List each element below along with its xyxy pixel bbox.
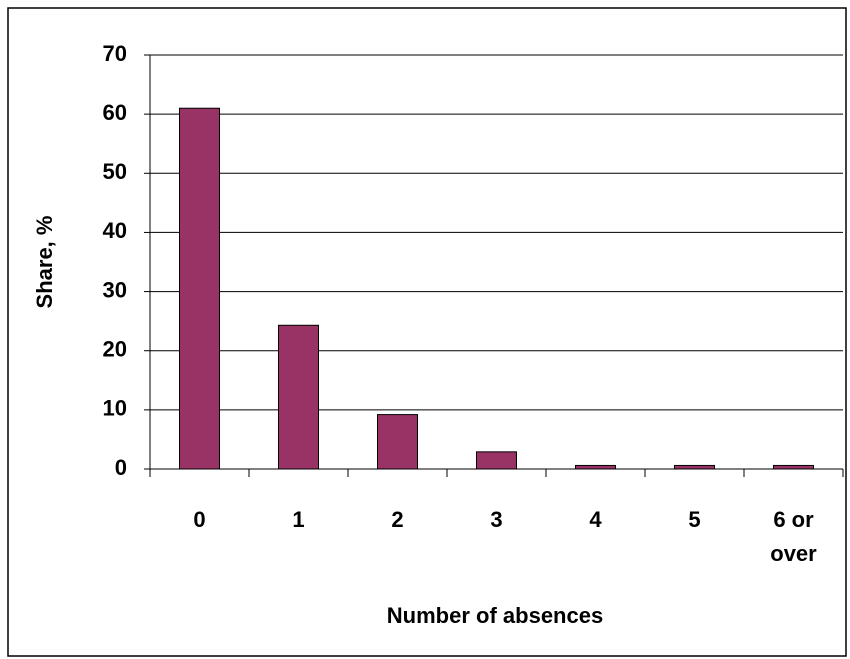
y-tick-label: 30 xyxy=(103,277,127,302)
bar xyxy=(674,464,715,470)
y-tick-label: 10 xyxy=(103,396,127,421)
x-tick-label: 6 or over xyxy=(770,507,817,566)
y-tick-label: 0 xyxy=(115,455,127,480)
bar xyxy=(575,464,616,470)
y-tick-label: 50 xyxy=(103,159,127,184)
x-tick-label: 5 xyxy=(688,507,701,532)
bar xyxy=(476,451,517,470)
bar xyxy=(278,324,319,470)
y-tick-label: 70 xyxy=(103,41,127,66)
y-tick-label: 60 xyxy=(103,100,127,125)
x-tick-label: 2 xyxy=(391,507,404,532)
x-tick-label: 4 xyxy=(589,507,602,532)
y-tick-label: 40 xyxy=(103,218,127,243)
y-tick-label: 20 xyxy=(103,337,127,362)
x-tick-label: 0 xyxy=(193,507,206,532)
x-axis-title: Number of absences xyxy=(387,603,603,628)
bar xyxy=(377,414,418,470)
x-tick-label: 3 xyxy=(490,507,503,532)
bar xyxy=(773,464,814,470)
chart-frame xyxy=(7,7,847,657)
y-axis-title: Share, % xyxy=(32,216,57,309)
bar xyxy=(179,107,220,470)
x-tick-label: 1 xyxy=(292,507,305,532)
